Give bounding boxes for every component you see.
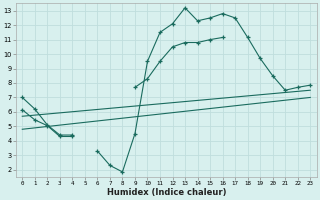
X-axis label: Humidex (Indice chaleur): Humidex (Indice chaleur) xyxy=(107,188,226,197)
